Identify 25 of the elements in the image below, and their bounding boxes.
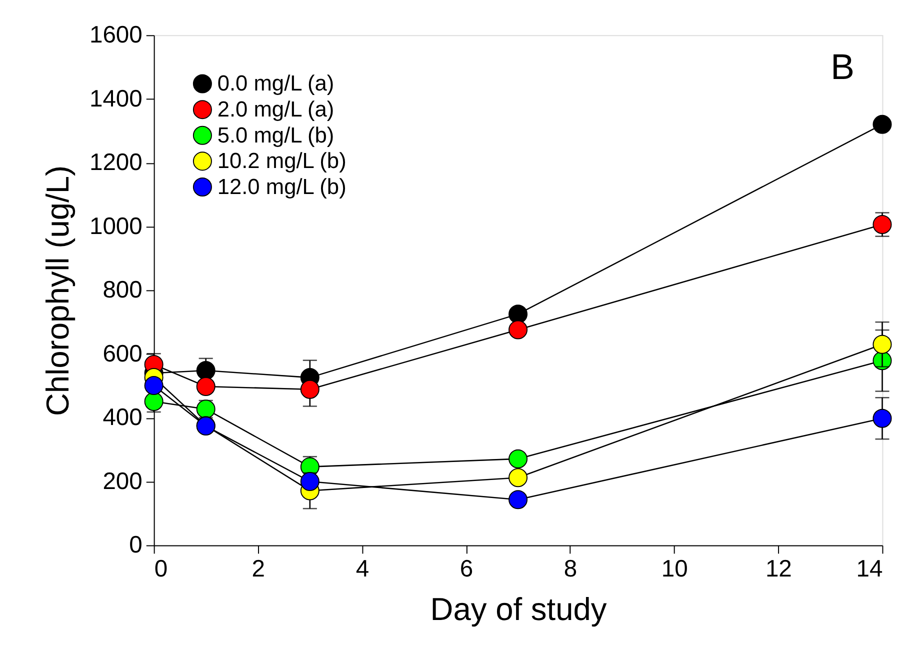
y-tick-label: 600 (102, 340, 142, 368)
x-tick-label: 6 (460, 556, 474, 583)
x-tick-label: 10 (661, 556, 688, 583)
x-tick-label: 4 (356, 556, 370, 583)
legend-label: 5.0 mg/L (b) (217, 122, 334, 148)
x-tick-label: 8 (564, 556, 578, 583)
y-tick-label: 1000 (89, 212, 142, 240)
legend-label: 12.0 mg/L (b) (217, 174, 346, 199)
legend-label: 0.0 mg/L (a) (217, 70, 334, 96)
y-tick-label: 0 (129, 532, 142, 559)
x-axis-title: Day of study (430, 591, 607, 628)
y-tick-label: 1600 (89, 22, 142, 49)
y-axis-title: Chlorophyll (ug/L) (40, 165, 76, 416)
x-tick-label: 2 (252, 556, 266, 583)
y-tick-label: 1400 (89, 85, 142, 112)
x-tick-label: 0 (154, 556, 168, 583)
y-tick-label: 400 (102, 404, 142, 432)
y-tick-label: 1200 (89, 149, 142, 176)
y-tick-label: 800 (102, 276, 142, 304)
legend-label: 2.0 mg/L (a) (217, 96, 334, 122)
annotation: B (830, 46, 854, 87)
legend-label: 10.2 mg/L (b) (217, 148, 346, 174)
y-tick-label: 200 (102, 468, 142, 495)
x-tick-label: 14 (856, 556, 883, 583)
x-tick-label: 12 (765, 556, 792, 583)
